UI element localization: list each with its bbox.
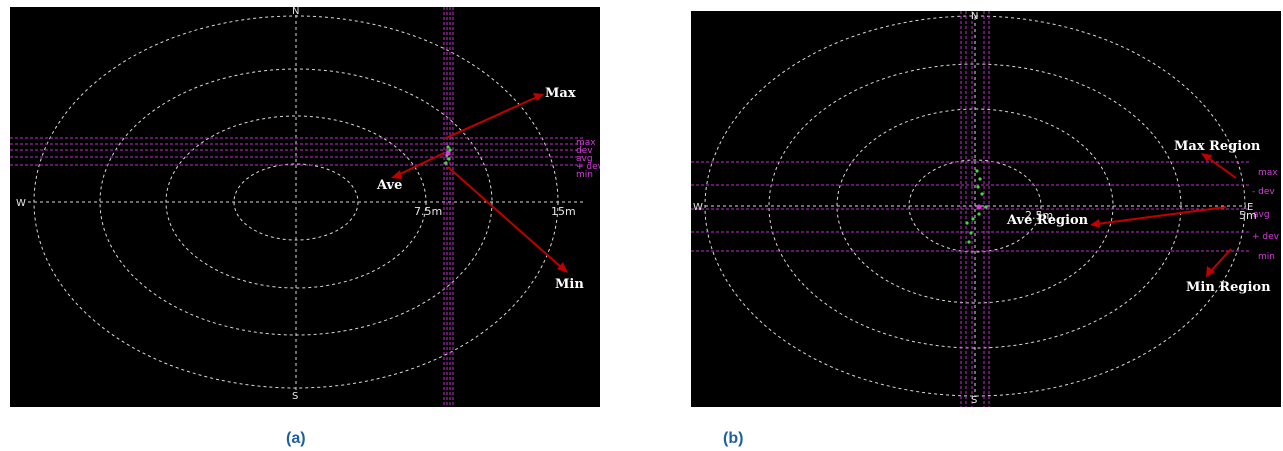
label-min: Min: [555, 277, 584, 292]
gps-point: [971, 217, 975, 221]
compass-east: E: [1247, 202, 1253, 213]
arrow-ave: [391, 152, 445, 179]
gps-point: [446, 145, 450, 149]
average-point: [976, 204, 982, 210]
compass-west: W: [16, 198, 26, 209]
arrow-min-region: [1206, 248, 1232, 277]
label-max: Max: [545, 86, 576, 101]
gps-point: [967, 240, 971, 244]
label-ave: Ave: [376, 178, 402, 193]
gps-point: [984, 205, 988, 209]
gps-point: [977, 212, 981, 216]
arrow-max: [445, 93, 544, 139]
average-point: [445, 150, 451, 156]
compass-west: W: [693, 202, 703, 213]
side-label-min: min: [1258, 252, 1275, 262]
caption-a: (a): [286, 430, 306, 447]
distance-outer-label: 15m: [551, 205, 576, 218]
side-label-max: max: [576, 138, 596, 148]
gps-point: [975, 169, 979, 173]
side-label-min: min: [576, 170, 593, 180]
side-label-dev: dev: [576, 146, 593, 156]
gps-point: [444, 161, 448, 165]
compass-north: N: [292, 7, 299, 17]
compass-north: N: [971, 11, 978, 22]
arrow-min: [447, 166, 568, 273]
arrow-ave-region: [1090, 206, 1227, 228]
label-ave-region: Ave Region: [1006, 213, 1089, 228]
side-label-plus-dev: + dev: [1252, 232, 1280, 242]
polar-plot-a-svg: max dev avg + dev min N S W 7.5m 15m Max…: [10, 7, 600, 407]
gps-point: [969, 231, 973, 235]
distance-inner-label: 7.5m: [414, 205, 442, 218]
side-label-avg: avg: [1253, 210, 1270, 220]
polar-plot-b: max - dev avg + dev min N S W E 2.5m 5m: [691, 11, 1281, 407]
gps-point: [976, 185, 980, 189]
side-label-plus-dev: + dev: [576, 162, 600, 172]
arrow-max-region: [1201, 153, 1237, 179]
caption-b: (b): [723, 430, 744, 447]
distance-outer-label: 5m: [1239, 209, 1257, 222]
distance-inner-label: 2.5m: [1025, 209, 1053, 222]
gps-point: [980, 192, 984, 196]
polar-plot-a: max dev avg + dev min N S W 7.5m 15m Max…: [10, 7, 600, 407]
label-min-region: Min Region: [1186, 280, 1271, 295]
compass-south: S: [292, 391, 298, 402]
polar-plot-b-svg: max - dev avg + dev min N S W E 2.5m 5m: [691, 11, 1280, 407]
gps-point: [978, 177, 982, 181]
side-label-max: max: [1258, 168, 1278, 178]
side-label-minus-dev: - dev: [1252, 187, 1275, 197]
compass-south: S: [971, 395, 977, 406]
gps-point: [447, 157, 451, 161]
side-label-avg: avg: [576, 154, 593, 164]
gps-point: [965, 221, 969, 225]
gps-point: [448, 148, 452, 152]
label-max-region: Max Region: [1174, 139, 1261, 154]
